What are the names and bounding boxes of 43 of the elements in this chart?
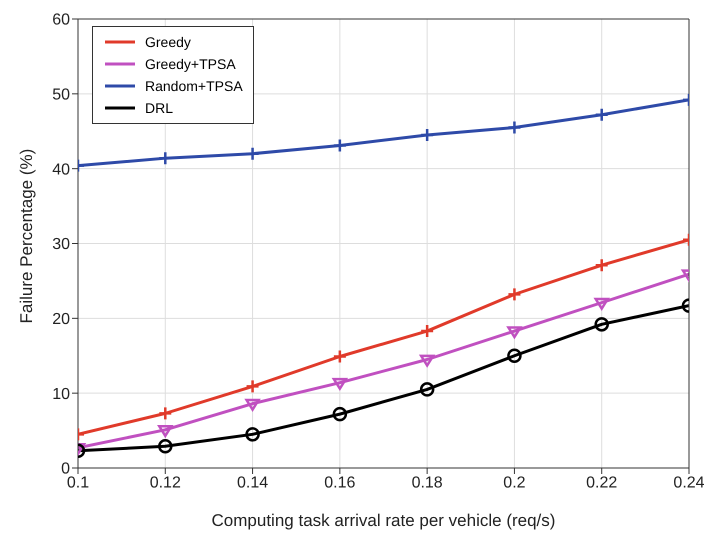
y-tick-label: 10 (52, 386, 70, 403)
point (245, 427, 260, 442)
legend-label: DRL (145, 99, 174, 118)
point (594, 108, 609, 122)
x-tick-label: 0.22 (586, 474, 618, 492)
point (594, 298, 609, 310)
point (507, 326, 522, 338)
x-tick-label: 0.24 (673, 474, 705, 492)
y-tick-label: 40 (52, 161, 70, 178)
point (420, 354, 434, 367)
point (158, 150, 173, 166)
point (158, 406, 173, 421)
point (332, 406, 348, 422)
point (507, 287, 522, 302)
x-axis-title: Computing task arrival rate per vehicle (req/s) (212, 511, 556, 530)
legend-label: Random+TPSA (145, 77, 243, 96)
y-tick-label: 60 (52, 12, 70, 29)
point (420, 324, 434, 338)
point (245, 379, 260, 394)
point (245, 398, 260, 411)
point (332, 378, 348, 390)
x-tick-label: 0.16 (324, 474, 356, 492)
y-tick-label: 30 (52, 236, 70, 254)
point (420, 382, 434, 397)
legend-label: Greedy (145, 33, 191, 52)
x-tick-label: 0.12 (150, 474, 181, 492)
point (507, 120, 522, 135)
y-tick-label: 20 (52, 311, 70, 328)
point (420, 128, 434, 142)
point (332, 138, 348, 153)
point (158, 439, 173, 454)
x-tick-label: 0.2 (503, 474, 526, 492)
point (158, 424, 173, 438)
point (594, 317, 609, 332)
x-tick-label: 0.14 (237, 474, 268, 492)
y-tick-label: 50 (52, 86, 70, 104)
point (594, 258, 609, 272)
point (245, 146, 260, 161)
legend-label: Greedy+TPSA (145, 55, 236, 74)
y-axis-title: Failure Percentage (%) (17, 148, 36, 324)
x-tick-label: 0.18 (412, 474, 443, 492)
point (507, 348, 522, 363)
point (332, 349, 348, 364)
